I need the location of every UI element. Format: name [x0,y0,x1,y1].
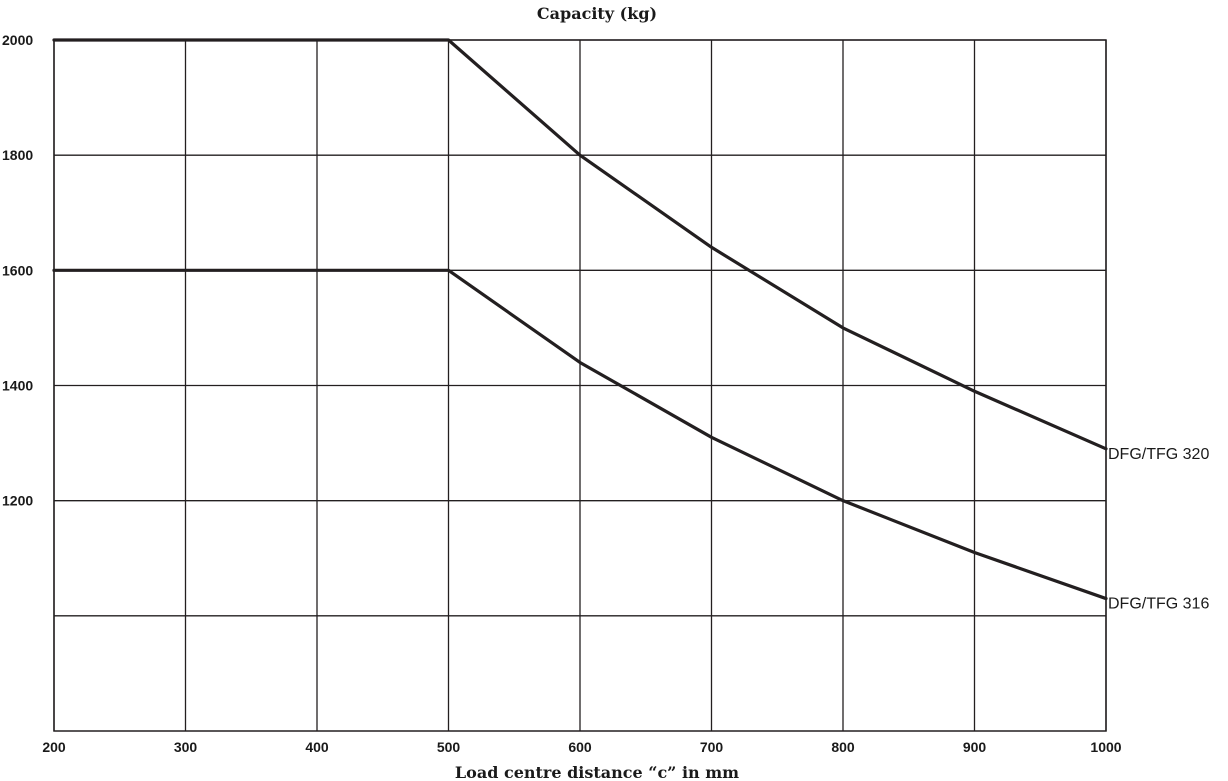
x-tick-label: 800 [831,739,855,755]
chart-title: Capacity (kg) [537,4,657,23]
x-tick-label: 300 [174,739,198,755]
y-tick-label: 2000 [2,32,33,48]
series-label-2: DFG/TFG 316 [1108,596,1209,613]
y-tick-label: 1600 [2,262,33,278]
series-labels: DFG/TFG 320 DFG/TFG 316 [1108,446,1209,613]
x-tick-label: 700 [700,739,724,755]
series-line-2 [52,268,1108,601]
y-tick-label: 1400 [2,378,33,394]
series-lines [52,38,1108,601]
y-tick-label: 1200 [2,493,33,509]
x-tick-label: 500 [437,739,461,755]
x-tick-label: 900 [963,739,987,755]
series-label-1: DFG/TFG 320 [1108,446,1209,463]
x-tick-label: 600 [568,739,592,755]
x-tick-label: 200 [42,739,66,755]
series-line-1 [52,38,1108,451]
x-axis-label: Load centre distance “c” in mm [455,763,739,781]
x-tick-label: 400 [305,739,329,755]
y-tick-label: 1800 [2,147,33,163]
x-tick-label: 1000 [1090,739,1121,755]
plot-frame [53,39,1107,732]
grid-lines [53,39,1107,731]
axis-ticks: 200 300 400 500 600 700 800 900 1000 1200 1400 1600… [2,32,1122,755]
